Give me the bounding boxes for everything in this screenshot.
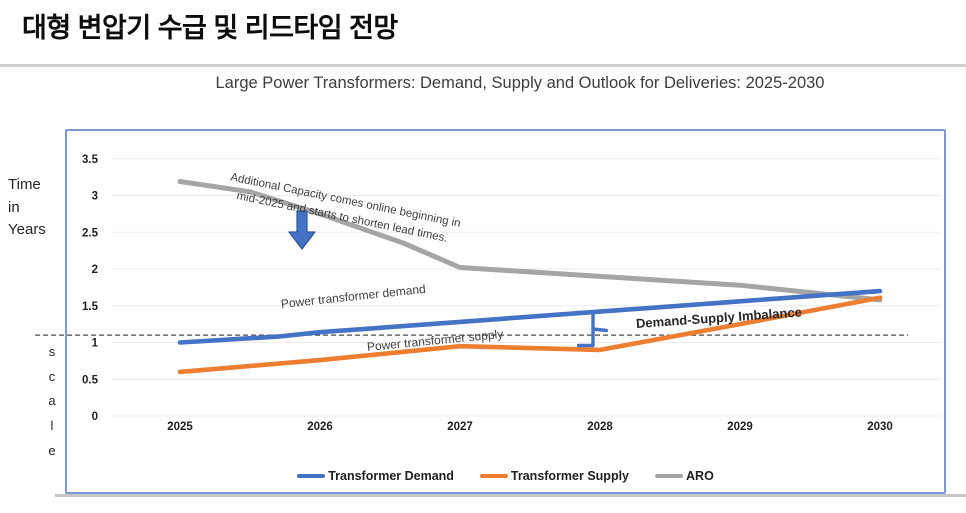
chart-title: Large Power Transformers: Demand, Supply… bbox=[215, 74, 825, 92]
scale-letter: e bbox=[48, 442, 56, 458]
legend-label-demand: Transformer Demand bbox=[328, 469, 454, 483]
series-line-0 bbox=[177, 288, 883, 345]
legend-item-supply: Transformer Supply bbox=[479, 469, 630, 483]
aro-line-swatch bbox=[655, 473, 684, 479]
page-title: 대형 변압기 수급 및 리드타임 전망 bbox=[22, 13, 398, 43]
y-tick-label: 1.5 bbox=[82, 301, 99, 313]
x-tick-label: 2029 bbox=[727, 421, 753, 433]
y-tick-label: 0.5 bbox=[82, 374, 99, 386]
y-tick-label: 0 bbox=[92, 411, 98, 423]
scale-letter: c bbox=[48, 368, 56, 384]
y-tick-label: 3.5 bbox=[82, 154, 99, 166]
legend-label-aro: ARO bbox=[686, 469, 714, 483]
y-axis-title-line: in bbox=[8, 198, 20, 216]
y-tick-label: 1 bbox=[92, 338, 99, 350]
chart-dynamic-layer: 0 0.5 1 1.5 2 2.5 3 3.5 2025 2026 2027 2028 2029 2030 bbox=[35, 154, 940, 433]
y-axis-title-line: Time bbox=[8, 176, 41, 193]
scale-letter: a bbox=[48, 393, 56, 409]
series-line-1 bbox=[177, 295, 883, 375]
legend-label-supply: Transformer Supply bbox=[510, 469, 630, 483]
supply-line-swatch bbox=[479, 473, 508, 479]
figure-top-border bbox=[0, 64, 966, 67]
y-axis-scale-label: s c a l e bbox=[46, 340, 58, 463]
x-tick-label: 2030 bbox=[867, 421, 893, 433]
series-line-2 bbox=[177, 179, 883, 303]
scale-letter: s bbox=[48, 344, 56, 359]
x-tick-label: 2027 bbox=[447, 421, 473, 433]
scale-letter: l bbox=[50, 418, 54, 434]
x-tick-label: 2028 bbox=[587, 421, 613, 433]
demand-line-swatch bbox=[297, 473, 326, 479]
y-tick-label: 2 bbox=[92, 264, 98, 276]
legend-item-demand: Transformer Demand bbox=[297, 469, 454, 483]
legend-item-aro: ARO bbox=[655, 469, 714, 483]
x-tick-label: 2026 bbox=[307, 421, 333, 433]
y-axis-title: Time in Years bbox=[8, 174, 46, 242]
y-tick-label: 2.5 bbox=[82, 227, 99, 239]
figure-bottom-border bbox=[55, 494, 966, 497]
y-tick-label: 3 bbox=[92, 191, 98, 203]
x-tick-label: 2025 bbox=[167, 421, 193, 433]
y-axis-title-line: Years bbox=[8, 221, 46, 238]
capacity-down-arrow-icon bbox=[288, 210, 316, 250]
imbalance-bracket bbox=[575, 310, 609, 348]
chart-legend: Transformer Demand Transformer Supply AR… bbox=[65, 469, 946, 483]
